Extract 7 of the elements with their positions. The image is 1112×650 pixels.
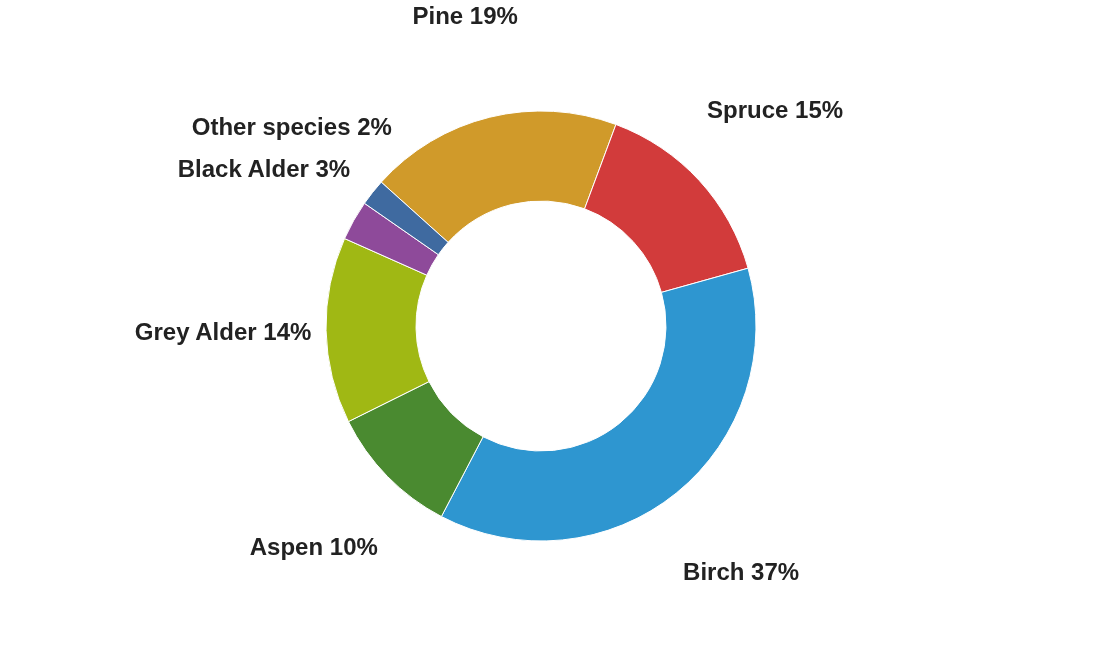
slice-label: Grey Alder 14% [134, 317, 312, 345]
slice-label: Spruce 15% [707, 95, 844, 123]
slice-label: Birch 37% [683, 558, 800, 586]
slice-label: Pine 19% [412, 2, 518, 30]
slice-label: Other species 2% [191, 113, 392, 141]
slice-label: Black Alder 3% [177, 154, 351, 182]
slice-label: Aspen 10% [249, 533, 378, 561]
